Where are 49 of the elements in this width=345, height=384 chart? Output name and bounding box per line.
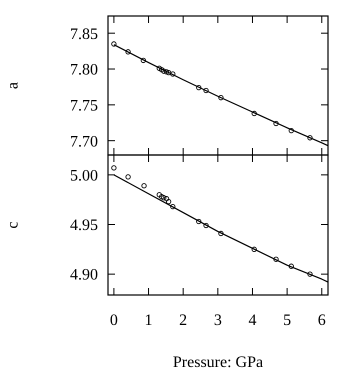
x-tick-label: 5 [283,312,292,329]
x-axis-title: Pressure: GPa [172,354,264,371]
y-tick-label: 7.85 [70,26,98,43]
point [288,264,294,269]
y-tick-label: 4.90 [70,266,98,284]
y-tick-label: 7.70 [70,133,98,150]
point [218,95,224,100]
point [196,85,202,90]
point [203,222,209,228]
point [170,71,176,77]
x-tick-label: 1 [144,312,153,329]
y-tick-label: 4.95 [70,217,98,234]
point [164,196,170,202]
y-tick-label: 7.80 [70,62,98,79]
point [156,192,162,198]
point [273,256,279,262]
point [252,110,257,116]
point [140,58,146,64]
point [166,199,172,204]
point [156,66,162,71]
x-tick-label: 3 [214,312,222,329]
y-axis-title: c [4,221,22,229]
point [288,128,294,134]
y-axis-title: a [4,82,22,90]
point [196,218,202,224]
point [218,230,224,236]
point [159,194,164,200]
point [125,49,131,54]
point [170,204,176,210]
point [161,68,166,74]
point [166,70,172,76]
point [125,174,131,180]
x-tick-label: 0 [110,312,118,329]
y-tick-label: 5.00 [70,167,98,184]
x-tick-label: 4 [248,312,256,329]
point [141,183,147,188]
point [111,41,117,47]
x-tick-label: 6 [318,312,326,329]
point [307,135,313,140]
point [159,67,164,72]
point [164,69,170,75]
point [203,88,209,94]
point [307,272,313,277]
point [161,195,166,200]
point [273,120,279,126]
x-tick-label: 2 [179,312,188,329]
point [111,165,117,171]
point [252,246,257,252]
y-tick-label: 7.75 [70,97,98,114]
